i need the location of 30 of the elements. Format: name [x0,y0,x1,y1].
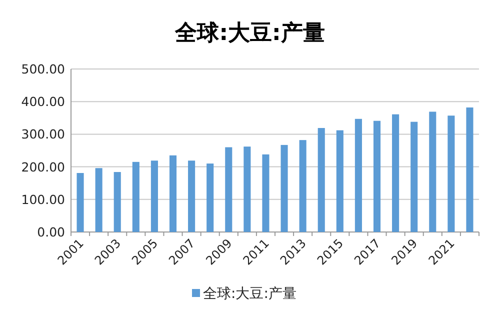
y-tick-label: 100.00 [21,192,66,207]
y-tick-label: 300.00 [21,126,66,142]
bar [225,147,232,232]
y-tick-label: 200.00 [21,159,66,174]
bar [354,118,362,232]
bar [318,128,325,232]
chart-title: 全球:大豆:产量 [174,20,325,46]
y-tick-label: 0.00 [37,224,66,240]
legend-label: 全球:大豆:产量 [203,286,296,302]
bar [336,130,344,232]
bar [429,112,436,232]
bar [262,154,270,232]
bar [466,107,474,232]
bar [373,120,381,232]
bar [150,160,158,232]
bar [410,122,418,232]
bar [76,172,84,232]
bar [244,146,251,232]
bar [95,168,102,232]
y-tick-label: 400.00 [21,94,66,110]
bar [169,155,177,232]
bar [299,140,306,232]
bar [280,144,288,232]
bar [392,114,400,232]
bar [206,164,214,232]
y-tick-label: 500.00 [21,62,66,76]
bar [448,116,455,232]
bar [188,160,196,232]
bar [114,172,121,232]
bar [132,162,140,232]
